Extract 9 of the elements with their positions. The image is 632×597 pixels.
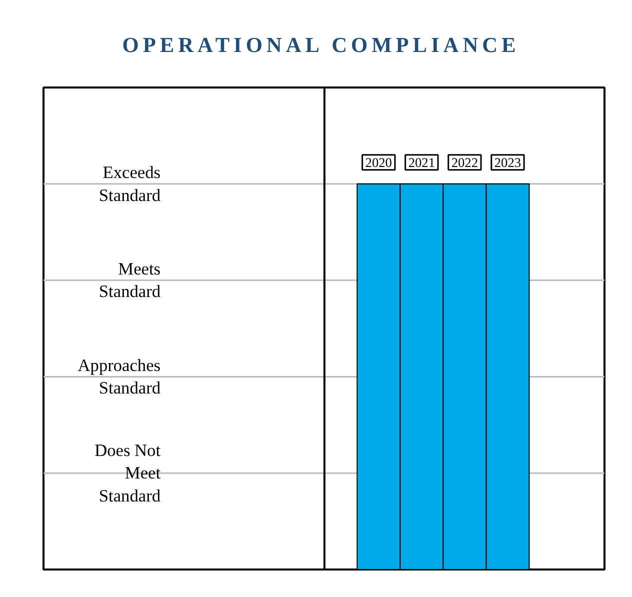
ref-line-label: Does Not Meet Standard [94,440,161,506]
x-tick-label: 2021 [408,154,435,170]
ref-line-label: Approaches Standard [78,356,161,398]
x-tick-label: 2022 [451,154,478,170]
x-tick-label: 2020 [365,154,392,170]
chart-title: OPERATIONAL COMPLIANCE [122,32,520,59]
ref-line-label: Meets Standard [98,259,161,302]
x-tick-label: 2023 [494,154,522,170]
ref-line-label: Exceeds Standard [98,163,161,205]
